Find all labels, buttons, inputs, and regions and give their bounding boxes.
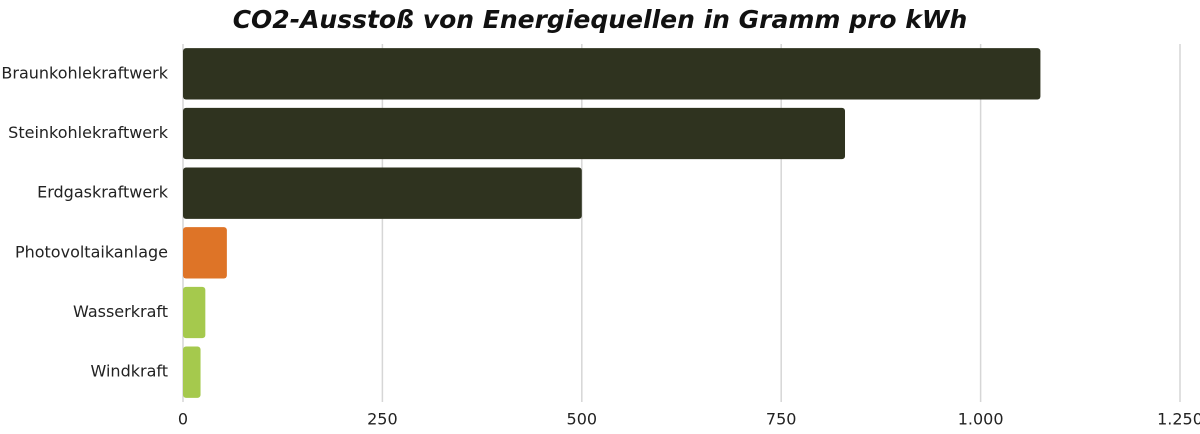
- chart-title: CO2-Ausstoß von Energiequellen in Gramm …: [233, 5, 968, 34]
- bar: [183, 227, 227, 279]
- bar: [183, 346, 201, 398]
- x-tick-label: 1.000: [958, 410, 1004, 429]
- x-tick-label: 500: [567, 410, 598, 429]
- bar: [183, 107, 846, 160]
- x-tick-label: 750: [766, 410, 797, 429]
- bar: [183, 167, 582, 219]
- y-tick-label: Steinkohlekraftwerk: [8, 123, 169, 142]
- y-tick-label: Erdgaskraftwerk: [37, 183, 169, 202]
- y-tick-label: Wasserkraft: [73, 302, 168, 321]
- x-tick-label: 1.250: [1157, 410, 1200, 429]
- y-tick-label: Windkraft: [91, 362, 168, 381]
- x-tick-label: 250: [367, 410, 398, 429]
- y-tick-label: Braunkohlekraftwerk: [1, 63, 168, 82]
- x-tick-label: 0: [178, 410, 188, 429]
- bar: [183, 48, 1041, 100]
- y-tick-label: Photovoltaikanlage: [15, 242, 168, 261]
- bar: [183, 286, 206, 339]
